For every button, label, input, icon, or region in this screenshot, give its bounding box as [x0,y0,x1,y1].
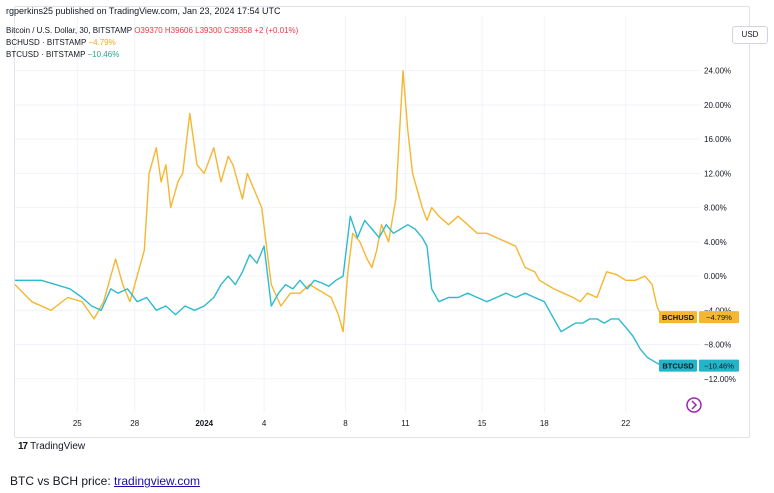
caption: BTC vs BCH price: tradingview.com [10,474,200,488]
caption-link[interactable]: tradingview.com [114,474,201,488]
y-tick-label: 24.00% [704,67,731,76]
end-label-name: BCHUSD [662,313,695,322]
y-tick-label: 16.00% [704,135,731,144]
end-label-btcusd: BTCUSD −10.46% [659,359,739,372]
caption-text: BTC vs BCH price: [10,474,115,488]
brand-name: TradingView [30,441,86,452]
x-tick-label: 11 [401,419,410,428]
y-tick-label: −8.00% [704,341,731,350]
tradingview-logo-icon: 17 [18,441,28,452]
grid-lines [15,15,700,413]
x-tick-label: 18 [540,419,549,428]
publisher-line: rgperkins25 published on TradingView.com… [6,6,281,16]
end-label-value: −4.79% [706,313,732,322]
legend-main: Bitcoin / U.S. Dollar, 30, BITSTAMP O393… [6,25,298,37]
main-symbol: Bitcoin / U.S. Dollar, 30, BITSTAMP [6,26,132,35]
end-label-value: −10.46% [704,362,734,371]
x-tick-label: 8 [343,419,348,428]
legend: Bitcoin / U.S. Dollar, 30, BITSTAMP O393… [6,25,298,61]
x-tick-label: 4 [262,419,267,428]
btc-legend-change: −10.46% [87,50,120,59]
x-tick-label: 28 [130,419,139,428]
y-tick-label: 4.00% [704,238,727,247]
y-axis: 24.00% 20.00% 16.00% 12.00% 8.00% 4.00% 0.00% −… [704,67,736,384]
bch-legend-label: BCHUSD · BITSTAMP [6,38,87,47]
chart-frame [14,6,750,438]
end-label-bchusd: BCHUSD −4.79% [659,311,739,324]
y-tick-label: −12.00% [704,375,736,384]
y-tick-label: 8.00% [704,204,727,213]
x-tick-label: 22 [621,419,630,428]
x-tick-label: 15 [478,419,487,428]
legend-bch[interactable]: BCHUSD · BITSTAMP −4.79% [6,37,298,49]
ohlc-values: O39370 H39606 L39300 C39358 +2 (+0.01%) [134,26,299,35]
end-labels: BCHUSD −4.79% BTCUSD −10.46% [659,311,739,372]
currency-selector[interactable]: USD [732,26,768,44]
bch-legend-change: −4.79% [88,38,116,47]
x-tick-label: 25 [73,419,82,428]
end-label-name: BTCUSD [662,362,694,371]
y-tick-label: 0.00% [704,272,727,281]
x-axis: 25 28 2024 4 8 11 15 18 22 [73,419,631,428]
tradingview-brand[interactable]: 17 TradingView [18,441,85,452]
series-layer [14,69,663,367]
series-line-btcusd[interactable] [15,215,663,367]
x-tick-label: 2024 [195,419,213,428]
y-tick-label: 12.00% [704,169,731,178]
btc-legend-label: BTCUSD · BITSTAMP [6,50,86,59]
watermark-icon [686,397,702,413]
legend-btc[interactable]: BTCUSD · BITSTAMP −10.46% [6,49,298,61]
y-tick-label: 20.00% [704,101,731,110]
series-line-bchusd[interactable] [14,69,663,333]
y-tick-label: −4.00% [704,306,731,315]
